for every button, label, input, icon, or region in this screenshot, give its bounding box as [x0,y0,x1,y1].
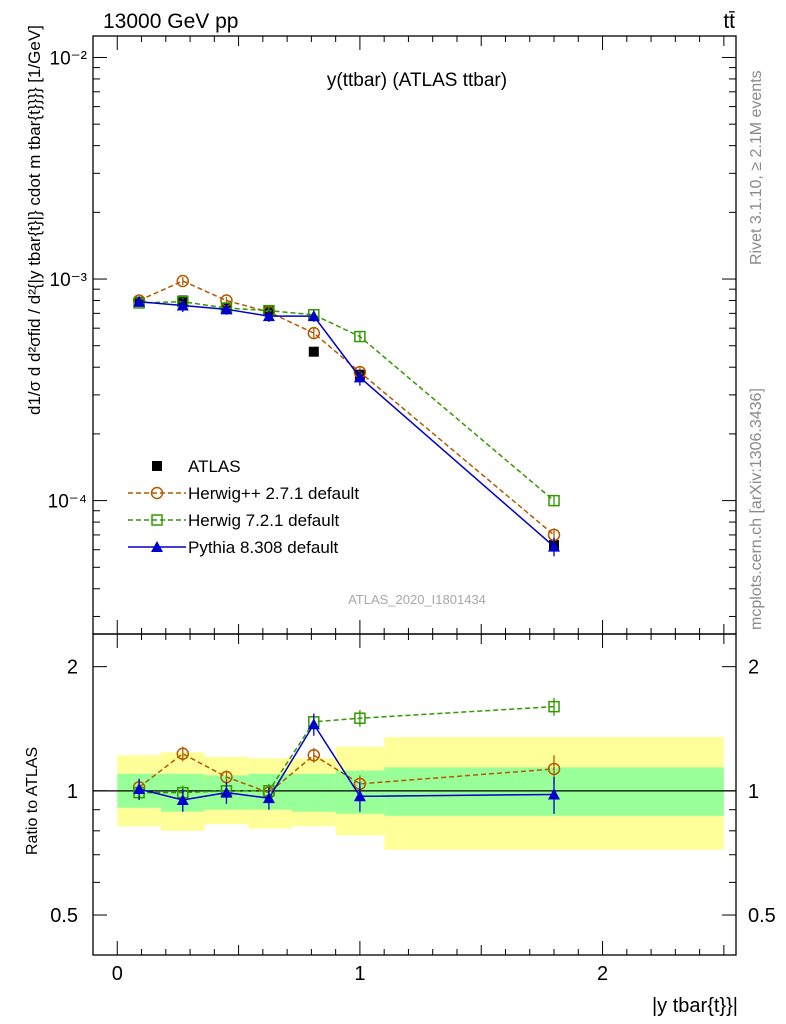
ratio-y-tick-label: 0.5 [50,905,78,927]
legend-label: Herwig++ 2.7.1 default [188,484,359,503]
legend-label: Herwig 7.2.1 default [188,511,339,530]
ratio-y-tick-label-right: 0.5 [748,905,776,927]
ratio-y-axis-label: Ratio to ATLAS [24,747,41,855]
main-pythia-8-308-default-point [133,295,146,307]
ratio-y-tick-label-right: 1 [748,781,759,803]
main-plot-area [132,274,561,557]
main-atlas-point [308,346,319,357]
main-herwig-2-7-1-default-point [307,326,321,340]
legend-label: Pythia 8.308 default [188,538,339,557]
legend-label: ATLAS [188,457,241,476]
ratio-panel: Ratio to ATLAS |y tbar{t}}| 0.5 0.5 1 1 2 2 0 1… [24,633,776,1017]
ratio-pythia-8-308-default-point [220,786,233,798]
main-y-axis-label: d1/σ d d²σfid / d²{|y tbar{t}|} cdot m t… [25,25,44,415]
header-process-label: tt̄ [723,10,735,33]
ratio-y-tick-label: 1 [67,781,78,803]
x-tick-label: 2 [597,963,608,985]
main-pythia-8-308-default-point [176,299,189,311]
main-pythia-8-308-default-point [220,303,233,315]
main-panel: y(ttbar) (ATLAS ttbar) d1/σ d d²σfid / d… [25,25,737,635]
rivet-version-label: Rivet 3.1.10, ≥ 2.1M events [748,70,765,265]
main-herwig-7-2-1-default-point [548,494,560,507]
ratio-pythia-8-308-default-point [548,788,561,800]
legend-marker [152,461,162,471]
legend-marker [150,486,164,500]
ratio-y-tick-label-right: 2 [748,657,759,679]
ratio-axis-ticks: 0.5 0.5 1 1 2 2 0 1 2 [50,634,776,985]
main-pythia-8-308-default-point [548,540,561,552]
ratio-herwig-2-7-1-default-point [176,747,190,761]
ratio-plot-area [93,697,736,850]
main-y-tick-label: 10⁻³ [50,270,88,291]
ratio-panel-frame [92,633,737,956]
main-axis-ticks: 10⁻⁴ 10⁻³ 10⁻² [48,36,736,634]
legend: ATLAS Herwig++ 2.7.1 default Herwig 7.2.1 … [128,457,359,557]
watermark: ATLAS_2020_I1801434 [348,592,486,607]
ratio-herwig-2-7-1-default-point [307,748,321,762]
legend-marker [151,541,163,552]
ratio-herwig-7-2-1-default-point [354,712,366,724]
main-y-tick-label: 10⁻⁴ [48,492,87,513]
ratio-herwig-7-2-1-default-point [548,700,560,713]
x-axis-label: |y tbar{t}}| [652,995,738,1017]
ratio-y-tick-label: 2 [67,657,78,679]
mcplots-reference-label: mcplots.cern.ch [arXiv:1306.3436] [748,388,765,630]
main-herwig-2-7-1-default-point [176,274,190,288]
ratio-band-inner [291,773,336,812]
ratio-herwig-2-7-1-default-point [547,762,561,776]
main-herwig-7-2-1-default-point [354,330,366,343]
ratio-pythia-8-308-default-point [133,783,146,795]
ratio-pythia-8-308-default-point [176,794,189,806]
header-energy-label: 13000 GeV pp [103,10,238,33]
ratio-pythia-8-308-default-point [307,718,320,730]
main-pythia-8-308-default-point [307,310,320,322]
ratio-pythia-8-308-default-point [353,790,366,802]
legend-marker [151,514,163,526]
main-pythia-8-308-default-line [139,300,555,548]
main-plot-title: y(ttbar) (ATLAS ttbar) [327,70,507,91]
ratio-pythia-8-308-default-point [262,792,275,804]
main-pythia-8-308-default-point [353,371,366,383]
main-pythia-8-308-default-point [262,310,275,322]
x-tick-label: 1 [354,963,365,985]
x-tick-label: 0 [112,963,123,985]
main-y-tick-label: 10⁻² [50,48,88,69]
